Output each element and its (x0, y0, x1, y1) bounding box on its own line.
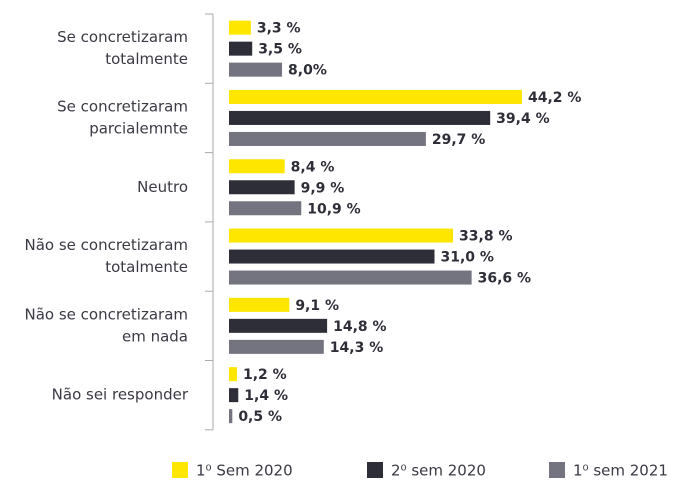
value-label: 8,0% (288, 63, 327, 79)
value-label: 36,6 % (478, 271, 531, 287)
bar (229, 339, 324, 354)
category-label: Se concretizaram (57, 28, 188, 46)
bar (229, 20, 251, 35)
bar (229, 180, 295, 195)
bar (229, 89, 522, 104)
value-label: 14,8 % (333, 319, 386, 335)
bar (229, 409, 233, 424)
value-label: 3,5 % (258, 42, 302, 58)
value-label: 8,4 % (291, 159, 335, 175)
category-label: Não se concretizaram (25, 236, 189, 254)
category-label: totalmente (105, 50, 188, 68)
value-label: 33,8 % (459, 229, 512, 245)
value-label: 9,1 % (295, 298, 339, 314)
value-label: 3,3 % (257, 21, 301, 37)
bar (229, 249, 435, 264)
value-label: 31,0 % (440, 250, 493, 266)
value-label: 39,4 % (496, 111, 549, 127)
bar (229, 62, 283, 77)
bar (229, 228, 454, 243)
category-label: Neutro (137, 178, 188, 196)
category-label: Se concretizaram (57, 97, 188, 115)
bar (229, 41, 253, 56)
category-label: Não sei responder (52, 386, 189, 404)
category-label: Não se concretizaram (25, 305, 189, 323)
legend-label: 2⁰ sem 2020 (391, 462, 486, 480)
value-label: 0,5 % (238, 409, 282, 425)
bar (229, 297, 290, 312)
value-label: 10,9 % (307, 201, 360, 217)
legend-label: 1⁰ sem 2021 (573, 462, 668, 480)
value-label: 14,3 % (330, 340, 383, 356)
bar (229, 131, 426, 146)
value-label: 1,2 % (243, 367, 287, 383)
value-label: 1,4 % (244, 388, 288, 404)
bar (229, 159, 285, 174)
legend-swatch (172, 462, 188, 478)
category-label: parcialemnte (89, 119, 188, 137)
legend-swatch (549, 462, 565, 478)
value-label: 44,2 % (528, 90, 581, 106)
category-label: em nada (122, 327, 188, 345)
bar (229, 388, 239, 403)
bar (229, 201, 302, 216)
legend-swatch (367, 462, 383, 478)
bar (229, 110, 491, 125)
bar (229, 270, 472, 285)
bar (229, 318, 328, 333)
value-label: 9,9 % (301, 180, 345, 196)
legend-label: 1⁰ Sem 2020 (196, 462, 293, 480)
value-label: 29,7 % (432, 132, 485, 148)
bar (229, 367, 237, 382)
category-label: totalmente (105, 258, 188, 276)
